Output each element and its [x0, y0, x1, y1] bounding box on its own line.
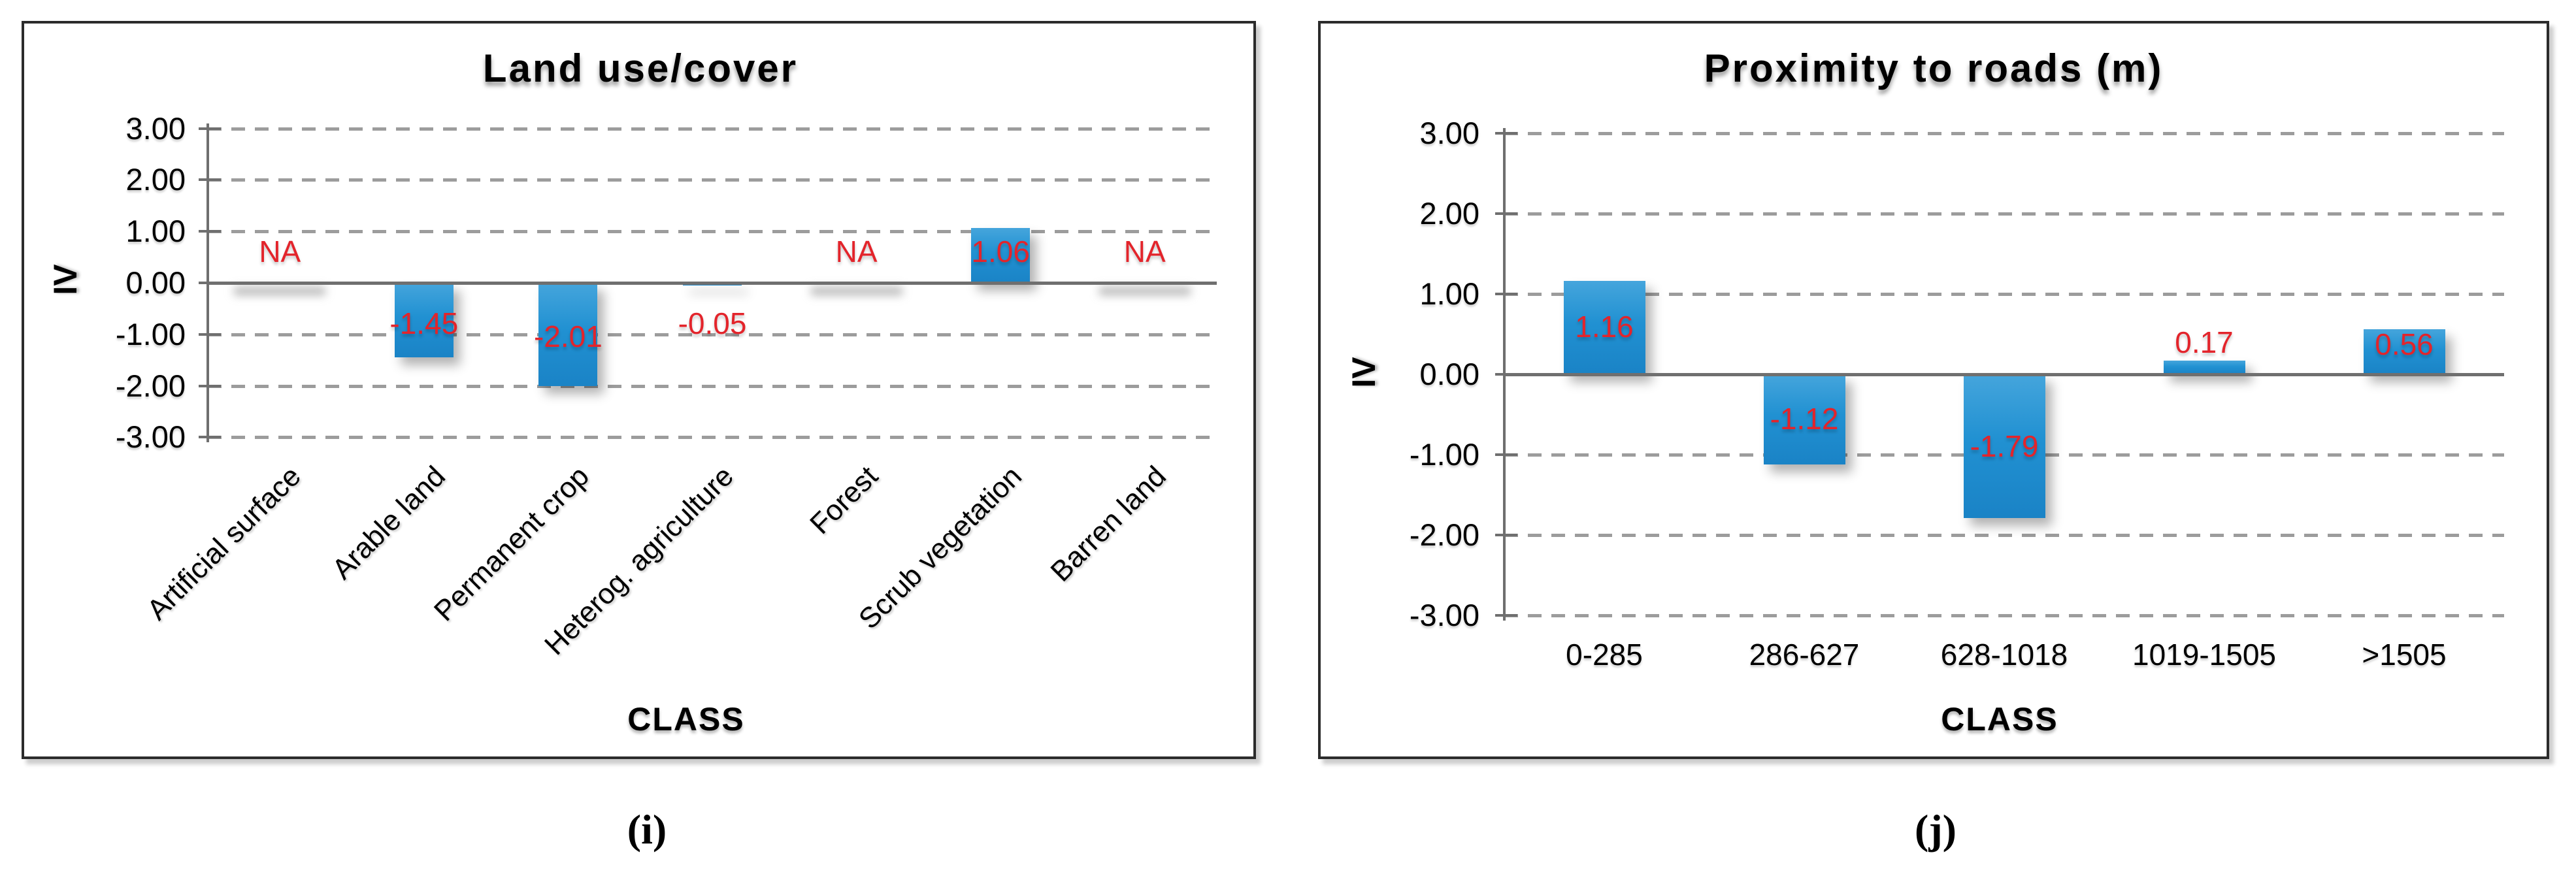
gridline: [208, 436, 1217, 440]
na-label: NA: [259, 235, 301, 268]
na-label: NA: [835, 235, 878, 268]
chart-title-proximity-roads: Proximity to roads (m): [1704, 46, 2164, 90]
na-label: NA: [1123, 235, 1166, 268]
gridline: [1504, 132, 2504, 135]
bar: [1563, 281, 1645, 374]
y-axis-title-left: IV: [47, 264, 84, 295]
na-bar-shadow: [234, 287, 326, 295]
gridline: [208, 178, 1217, 182]
zero-axis-line: [206, 282, 1217, 285]
axis-tick: [199, 230, 221, 233]
value-label: -1.45: [389, 306, 459, 340]
axis-tick: [1495, 212, 1517, 215]
axis-tick: [199, 127, 221, 130]
y-tick-label: -3.00: [1409, 598, 1479, 632]
subfigure-caption-i: (i): [627, 806, 667, 852]
x-axis-title-right: CLASS: [1941, 701, 2058, 738]
y-tick-label: -2.00: [1409, 517, 1479, 552]
x-axis-title-left: CLASS: [627, 701, 745, 738]
y-tick-label: -1.00: [115, 316, 186, 351]
y-tick-label: -1.00: [1409, 437, 1479, 472]
gridline: [1504, 534, 2504, 537]
y-tick-label: 3.00: [125, 110, 186, 146]
gridline: [1504, 212, 2504, 216]
bar: [1963, 374, 2045, 519]
gridline: [208, 333, 1217, 336]
bar: [1763, 374, 1845, 464]
axis-tick: [199, 178, 221, 182]
y-tick-label: -2.00: [115, 368, 186, 403]
value-label: -2.01: [533, 319, 603, 353]
category-label: 628-1018: [1940, 638, 2068, 672]
gridline: [208, 127, 1217, 131]
subfigure-caption-j: (j): [1915, 806, 1957, 852]
y-axis-title-right: IV: [1346, 357, 1382, 388]
na-bar-shadow: [810, 287, 902, 295]
gridline: [1504, 614, 2504, 617]
category-label: 1019-1505: [2132, 638, 2276, 672]
category-label: 286-627: [1749, 638, 1860, 672]
gridline: [1504, 293, 2504, 296]
bar: [971, 228, 1031, 283]
axis-tick: [1495, 132, 1517, 135]
value-label: 0.56: [2375, 327, 2434, 361]
na-bar-shadow: [1098, 287, 1191, 295]
y-tick-label: 2.00: [1419, 196, 1479, 231]
axis-tick: [199, 384, 221, 387]
y-tick-label: 2.00: [125, 162, 186, 197]
value-label: -1.12: [1770, 402, 1839, 436]
axis-tick: [1495, 614, 1517, 617]
y-tick-label: 1.00: [125, 214, 186, 249]
axis-tick: [199, 436, 221, 439]
value-label: 1.16: [1575, 310, 1634, 344]
chart-panel-proximity-roads: [1318, 21, 2549, 759]
chart-panel-land-use: [22, 21, 1256, 759]
gridline: [208, 384, 1217, 388]
axis-tick: [1495, 534, 1517, 536]
bar: [538, 283, 598, 387]
value-label: 0.17: [2175, 325, 2234, 359]
y-tick-label: 0.00: [1419, 357, 1479, 391]
value-label: -1.79: [1970, 429, 2039, 463]
y-tick-label: -3.00: [115, 419, 186, 455]
axis-tick: [1495, 293, 1517, 295]
value-label: -0.05: [678, 306, 747, 340]
chart-title-land-use: Land use/cover: [482, 46, 799, 90]
zero-axis-line: [1503, 373, 2504, 376]
category-label: >1505: [2362, 638, 2447, 672]
axis-tick: [199, 333, 221, 336]
y-tick-label: 0.00: [125, 265, 186, 300]
axis-tick: [1495, 453, 1517, 456]
value-label: 1.06: [971, 235, 1030, 268]
bar: [2163, 361, 2245, 374]
y-tick-label: 3.00: [1419, 116, 1479, 150]
bar: [394, 283, 454, 358]
gridline: [208, 230, 1217, 234]
y-tick-label: 1.00: [1419, 276, 1479, 311]
bar: [2363, 329, 2445, 374]
category-label: 0-285: [1566, 638, 1643, 672]
